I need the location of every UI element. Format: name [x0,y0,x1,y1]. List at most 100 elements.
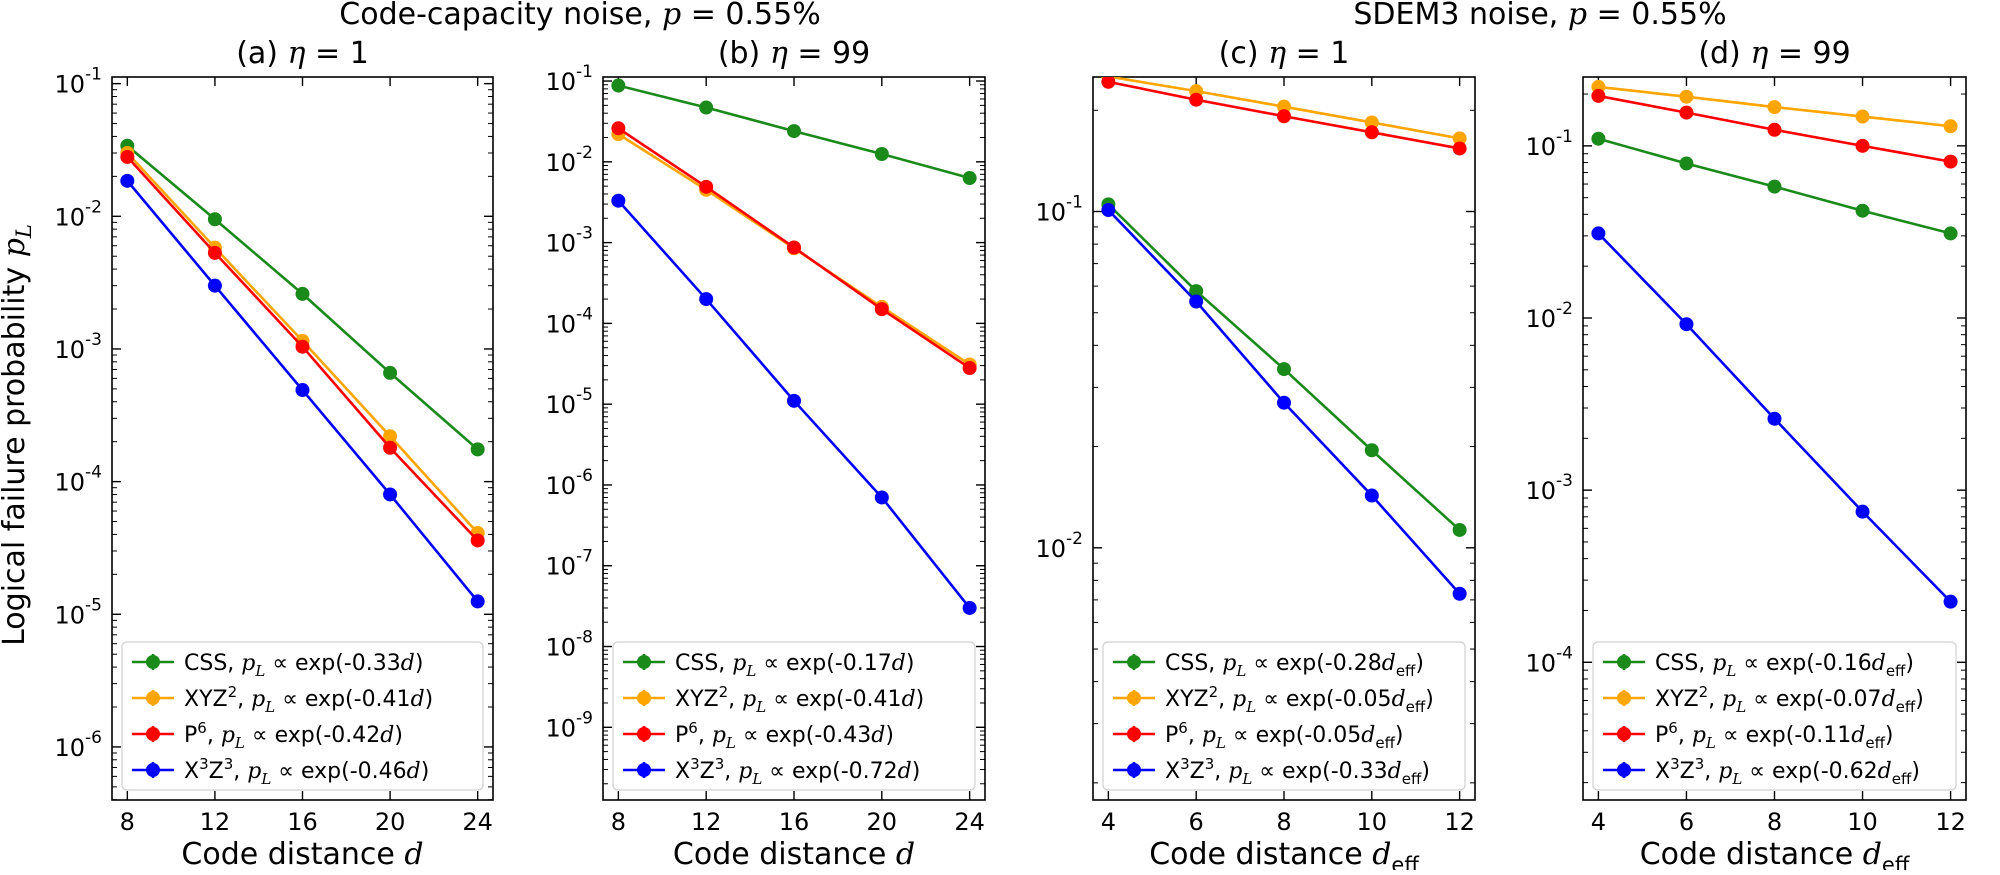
x-tick-label: 8 [611,808,626,836]
legend-swatch-marker [146,655,160,669]
x-tick-label: 10 [1847,808,1878,836]
legend-swatch-marker [1617,727,1631,741]
legend-label: X3Z3, pL ∝ exp(-0.46d) [184,755,429,788]
legend: CSS, pL ∝ exp(-0.17d) XYZ2, pL ∝ exp(-0.4… [612,641,976,791]
data-point [1364,125,1379,140]
data-point [1943,119,1958,134]
legend-entry-x3z3: X3Z3, pL ∝ exp(-0.72d) [623,755,920,788]
data-point [874,490,889,505]
series-x3z3 [1591,226,1958,609]
data-point [611,121,626,136]
x-axis-label: Code distance d [181,837,423,870]
data-point [470,442,485,457]
data-point [1591,226,1606,241]
legend-frame [1102,641,1466,791]
y-tick-label: 10-2 [1526,299,1574,333]
legend-swatch-marker [637,655,651,669]
data-point [787,124,801,139]
legend: CSS, pL ∝ exp(-0.28deff) XYZ2, pL ∝ exp(-… [1102,641,1466,791]
data-point [1767,179,1782,194]
y-tick-label: 10-1 [1036,193,1084,227]
data-point [383,487,398,502]
data-point [1364,115,1379,130]
x-tick-label: 8 [1767,808,1782,836]
y-tick-label: 10-4 [1526,643,1574,677]
legend-swatch-marker [146,763,160,777]
legend-entry-css: CSS, pL ∝ exp(-0.17d) [623,651,914,680]
legend-swatch-marker [1617,691,1631,705]
x-tick-label: 20 [375,808,406,836]
data-point [611,193,626,208]
data-point [383,440,398,455]
data-point [207,212,222,227]
plot-area [120,138,485,609]
legend-frame [1592,641,1957,791]
x-tick-label: 12 [200,808,231,836]
series-p6 [1101,77,1467,156]
data-point [1277,395,1291,410]
data-point [295,286,310,301]
y-tick-label: 10-2 [546,143,594,177]
series-css [1101,197,1467,537]
legend-entry-css: CSS, pL ∝ exp(-0.33d) [132,651,423,680]
x-tick-label: 10 [1357,808,1388,836]
data-point [611,78,626,93]
legend-entry-x3z3: X3Z3, pL ∝ exp(-0.33deff) [1113,755,1430,788]
legend-label: X3Z3, pL ∝ exp(-0.33deff) [1165,755,1430,788]
data-point [1591,131,1606,146]
legend-label: P6, pL ∝ exp(-0.43d) [675,719,894,752]
legend-swatch-marker [1127,691,1141,705]
y-tick-label: 10-2 [1036,529,1084,563]
legend-entry-x3z3: X3Z3, pL ∝ exp(-0.62deff) [1603,755,1920,788]
data-point [1767,122,1782,137]
y-tick-label: 10-6 [55,728,103,762]
panel-title: (a) η = 1 [236,36,369,71]
legend-label: XYZ2, pL ∝ exp(-0.41d) [675,683,924,716]
data-point [1679,89,1694,104]
panel-title: (d) η = 99 [1698,36,1850,71]
legend-label: XYZ2, pL ∝ exp(-0.07deff) [1655,683,1924,716]
data-point [295,339,310,354]
series-p6 [120,149,485,548]
x-tick-label: 8 [120,808,135,836]
data-point [1943,594,1958,609]
legend-entry-x3z3: X3Z3, pL ∝ exp(-0.46d) [132,755,429,788]
data-point [874,146,889,161]
y-tick-label: 10-4 [546,304,594,338]
legend-entry-xyz2: XYZ2, pL ∝ exp(-0.07deff) [1603,683,1924,716]
x-tick-label: 8 [1276,808,1291,836]
legend-entry-css: CSS, pL ∝ exp(-0.16deff) [1603,651,1914,680]
x-tick-label: 12 [691,808,722,836]
data-point [1277,362,1291,377]
y-tick-label: 10-3 [1526,471,1574,505]
legend-frame [121,641,484,791]
legend-label: CSS, pL ∝ exp(-0.28deff) [1165,651,1424,680]
legend-entry-p6: P6, pL ∝ exp(-0.11deff) [1603,719,1894,752]
legend-label: P6, pL ∝ exp(-0.11deff) [1655,719,1894,752]
x-tick-label: 16 [779,808,810,836]
x-tick-label: 4 [1591,808,1606,836]
suptitle-right: SDEM3 noise, p = 0.55% [1353,0,1726,32]
legend-label: XYZ2, pL ∝ exp(-0.05deff) [1165,683,1434,716]
data-point [207,245,222,260]
legend-swatch-marker [637,763,651,777]
legend: CSS, pL ∝ exp(-0.33d) XYZ2, pL ∝ exp(-0.4… [121,641,484,791]
data-point [1101,203,1116,218]
data-point [1855,504,1870,519]
data-point [1452,131,1467,146]
panel-title: (c) η = 1 [1219,36,1350,71]
legend-swatch-marker [1617,655,1631,669]
panel-c: (c) η = 1 4 6 8 10 12 10-2 10-1 Code distance de… [1036,36,1476,875]
x-axis-label: Code distance deff [1149,837,1419,870]
data-point [1277,99,1291,114]
series-x3z3 [1101,203,1467,601]
x-tick-label: 12 [1444,808,1475,836]
legend-entry-xyz2: XYZ2, pL ∝ exp(-0.05deff) [1113,683,1434,716]
series-css [1591,131,1958,241]
y-tick-label: 10-7 [546,547,594,581]
data-point [962,600,977,615]
legend-swatch-marker [1127,763,1141,777]
x-axis-label: Code distance d [673,837,915,870]
x-tick-label: 6 [1679,808,1694,836]
